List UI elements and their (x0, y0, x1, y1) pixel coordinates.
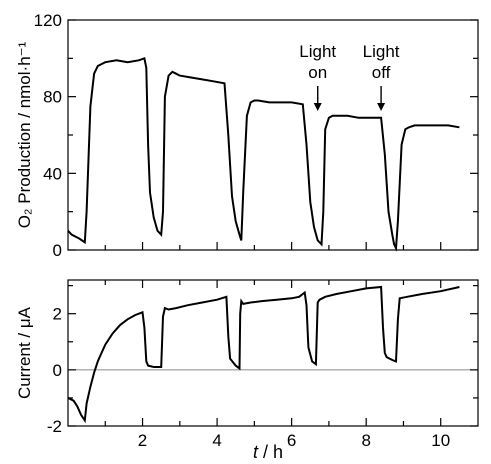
top-y-tick-label: 0 (53, 241, 62, 260)
bottom-y-axis-label: Current / μA (15, 306, 34, 399)
annotation-arrow-head (377, 103, 386, 111)
annotation-arrow-head (313, 103, 322, 111)
bottom-x-ticks: 2 4 6 8 10 (104, 280, 450, 450)
top-y-tick-label: 40 (43, 164, 62, 183)
x-axis-label-unit: / h (258, 442, 283, 462)
x-axis-label-var: t (253, 442, 259, 462)
current-series-line (67, 285, 460, 424)
top-y-axis-label: O₂ Production / nmol·h⁻¹ (15, 41, 34, 228)
annotation-label-top: Light (299, 42, 336, 61)
x-tick-label: 8 (361, 431, 370, 450)
annotation-label-bottom: off (372, 63, 391, 82)
x-axis-label: t / h (253, 442, 283, 462)
o2-production-panel: 0 40 80 120 O₂ Production / nmol·h⁻¹ Light o… (15, 11, 479, 260)
annotation-label-bottom: on (308, 63, 327, 82)
top-plot-frame (67, 19, 479, 251)
bottom-plot-frame (67, 279, 479, 427)
bottom-y-tick-label: 2 (53, 305, 62, 324)
x-tick-label: 4 (212, 431, 221, 450)
light-annotations: Light on Light off (299, 42, 400, 111)
current-panel: -2 0 2 2 4 6 8 10 Current / μA t / h (15, 279, 479, 462)
top-x-ticks (104, 242, 442, 250)
bottom-y-tick-label: 0 (53, 361, 62, 380)
bottom-y-tick-label: -2 (47, 417, 62, 436)
top-y-tick-label: 120 (34, 11, 62, 30)
x-tick-label: 10 (431, 431, 450, 450)
annotation-label-top: Light (363, 42, 400, 61)
top-y-tick-label: 80 (43, 88, 62, 107)
x-tick-label: 6 (287, 431, 296, 450)
bottom-y-ticks: -2 0 2 (47, 285, 478, 436)
top-y-ticks: 0 40 80 120 (34, 11, 478, 260)
o2-series-line (67, 56, 460, 252)
x-tick-label: 2 (138, 431, 147, 450)
